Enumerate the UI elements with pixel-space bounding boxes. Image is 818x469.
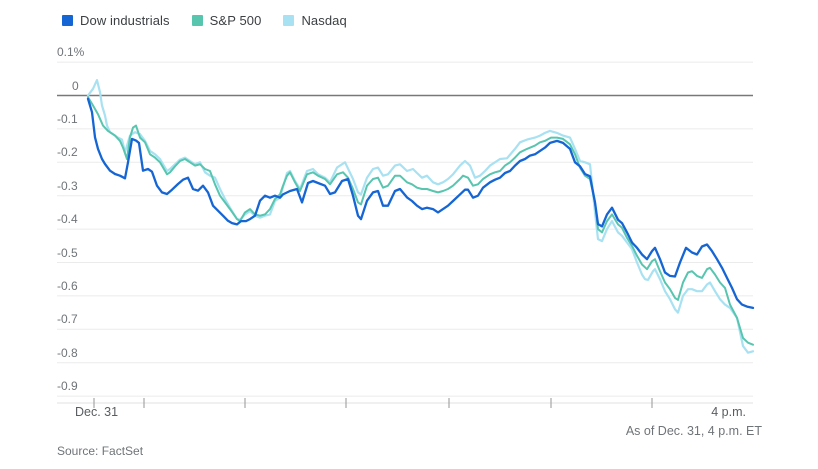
legend-item-nasdaq[interactable]: Nasdaq bbox=[283, 13, 347, 28]
legend-item-sp500[interactable]: S&P 500 bbox=[191, 13, 262, 28]
chart-legend: Dow industrials S&P 500 Nasdaq bbox=[62, 13, 347, 28]
sp500-swatch-icon bbox=[191, 15, 203, 26]
y-axis-label: 0.1% bbox=[57, 45, 85, 60]
nasdaq-swatch-icon bbox=[283, 15, 295, 26]
y-axis-label: -0.7 bbox=[57, 312, 78, 327]
y-axis-label: -0.1 bbox=[57, 111, 78, 126]
x-axis-label-end: 4 p.m. bbox=[711, 405, 746, 419]
source-credit: Source: FactSet bbox=[57, 444, 144, 458]
y-axis-label: -0.5 bbox=[57, 245, 78, 260]
legend-label: S&P 500 bbox=[209, 13, 262, 28]
series-line-nasdaq[interactable] bbox=[86, 78, 755, 354]
y-axis-label: -0.2 bbox=[57, 145, 78, 160]
y-axis-label: -0.4 bbox=[57, 212, 78, 227]
legend-item-dow[interactable]: Dow industrials bbox=[62, 13, 170, 28]
y-axis-label: -0.9 bbox=[57, 379, 78, 394]
y-axis-label: -0.8 bbox=[57, 345, 78, 360]
dow-swatch-icon bbox=[62, 15, 73, 26]
legend-label: Dow industrials bbox=[80, 13, 170, 28]
y-axis-label: -0.6 bbox=[57, 278, 78, 293]
y-axis-label: -0.3 bbox=[57, 178, 78, 193]
series-line-s-p-500[interactable] bbox=[87, 96, 754, 346]
as-of-note: As of Dec. 31, 4 p.m. ET bbox=[625, 424, 762, 438]
y-axis-label: 0 bbox=[72, 78, 79, 93]
legend-label: Nasdaq bbox=[301, 13, 347, 28]
series-line-dow-industrials[interactable] bbox=[86, 97, 755, 310]
x-axis-label-start: Dec. 31 bbox=[75, 405, 119, 419]
